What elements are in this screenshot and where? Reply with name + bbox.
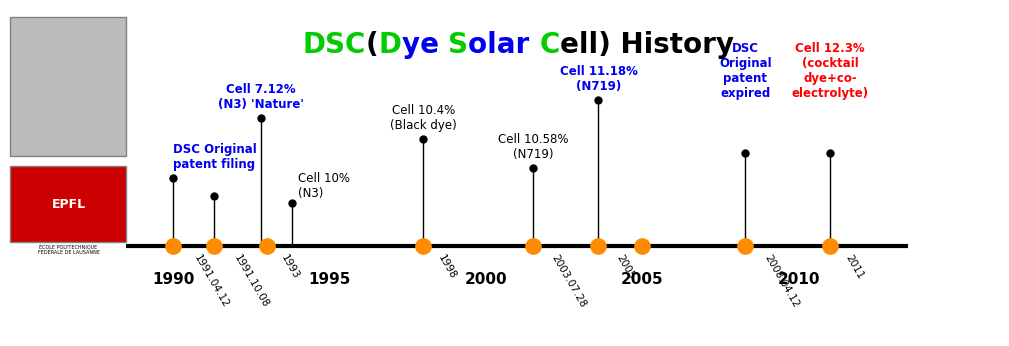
Text: EPFL: EPFL <box>51 198 86 211</box>
Text: Cell 11.18%
(N719): Cell 11.18% (N719) <box>560 65 638 93</box>
Text: ÉCOLE POLYTECHNIQUE
FÉDÉRALE DE LAUSANNE: ÉCOLE POLYTECHNIQUE FÉDÉRALE DE LAUSANNE <box>37 244 100 255</box>
Text: Cell 12.3%
(cocktail
dye+co-
electrolyte): Cell 12.3% (cocktail dye+co- electrolyte… <box>791 42 869 100</box>
Text: 2011: 2011 <box>844 253 866 281</box>
Text: 1993: 1993 <box>279 253 302 281</box>
Text: DSC
Original
patent
expired: DSC Original patent expired <box>719 42 772 100</box>
Text: 2010: 2010 <box>777 272 820 288</box>
Text: 1990: 1990 <box>152 272 194 288</box>
Text: (: ( <box>366 31 378 59</box>
Text: Cell 10.58%
(N719): Cell 10.58% (N719) <box>497 133 568 161</box>
Text: ye: ye <box>402 31 448 59</box>
Text: ell) History: ell) History <box>560 31 734 59</box>
Text: Cell 7.12%
(N3) 'Nature': Cell 7.12% (N3) 'Nature' <box>218 83 304 111</box>
Text: 2000: 2000 <box>464 272 508 288</box>
Text: 1995: 1995 <box>309 272 350 288</box>
Text: Cell 10%
(N3): Cell 10% (N3) <box>298 172 350 200</box>
FancyBboxPatch shape <box>10 166 126 242</box>
Text: 1991.04.12: 1991.04.12 <box>192 253 230 310</box>
Text: 2005: 2005 <box>614 253 636 281</box>
Text: 1991.10.08: 1991.10.08 <box>232 253 270 309</box>
Text: C: C <box>540 31 560 59</box>
Text: olar: olar <box>468 31 540 59</box>
Text: D: D <box>378 31 402 59</box>
Text: 2005: 2005 <box>621 272 664 288</box>
Text: 2008.04.12: 2008.04.12 <box>763 253 801 309</box>
Text: 1998: 1998 <box>436 253 458 281</box>
Text: DSC: DSC <box>303 31 366 59</box>
Text: S: S <box>448 31 468 59</box>
FancyBboxPatch shape <box>10 17 126 156</box>
Text: 2003.07.28: 2003.07.28 <box>550 253 588 309</box>
Text: Cell 10.4%
(Black dye): Cell 10.4% (Black dye) <box>389 104 457 132</box>
Text: DSC Original
patent filing: DSC Original patent filing <box>173 143 257 171</box>
